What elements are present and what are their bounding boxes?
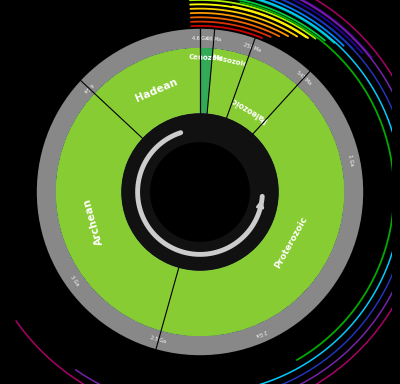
Wedge shape [56, 48, 344, 336]
Wedge shape [56, 48, 344, 336]
Text: Proterozoic: Proterozoic [273, 215, 309, 270]
Text: Mesozoic: Mesozoic [211, 54, 247, 68]
Text: 2.5 Ga: 2.5 Ga [150, 335, 167, 344]
Text: Archean: Archean [82, 197, 105, 247]
Wedge shape [37, 29, 363, 355]
Text: Hadean: Hadean [133, 77, 179, 104]
Wedge shape [56, 48, 344, 336]
Wedge shape [95, 48, 344, 336]
Text: Cenozoic: Cenozoic [188, 54, 224, 61]
Wedge shape [121, 113, 279, 271]
Text: 4 Ga: 4 Ga [82, 81, 94, 93]
Text: 3 Ga: 3 Ga [69, 275, 80, 287]
Text: Paleozoic: Paleozoic [230, 95, 270, 124]
Text: 66 Ma: 66 Ma [206, 36, 222, 42]
Text: 2 Ga: 2 Ga [255, 328, 268, 338]
Wedge shape [56, 48, 344, 336]
Text: 252 Ma: 252 Ma [242, 42, 261, 53]
Text: 4.6 Ga: 4.6 Ga [192, 36, 208, 41]
Wedge shape [56, 48, 344, 336]
Wedge shape [56, 48, 344, 336]
Text: 1 Ga: 1 Ga [347, 155, 354, 167]
Text: 541 Ma: 541 Ma [295, 71, 312, 86]
Wedge shape [56, 48, 344, 336]
Wedge shape [56, 48, 297, 331]
